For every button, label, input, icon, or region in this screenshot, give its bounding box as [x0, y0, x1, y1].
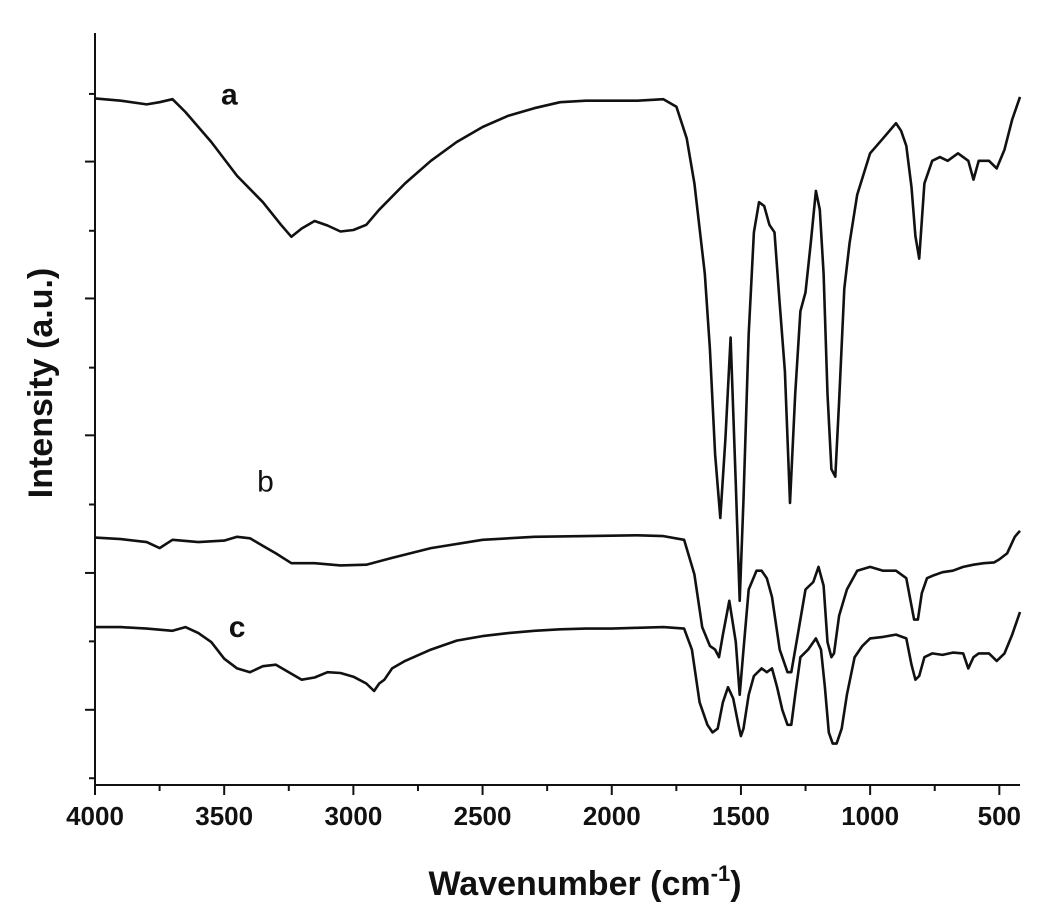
series-line-b — [94, 529, 1021, 697]
x-tick-label: 3000 — [324, 801, 382, 831]
x-tick-label: 500 — [978, 801, 1021, 831]
x-axis-title-main: Wavenumber (cm — [428, 865, 710, 903]
x-axis-title-superscript: -1 — [711, 861, 731, 886]
series-line-a — [94, 96, 1022, 603]
y-axis-title: Intensity (a.u.) — [22, 268, 60, 498]
x-tick-label: 2000 — [583, 801, 641, 831]
x-tick-label: 1000 — [841, 801, 899, 831]
x-axis-title: Wavenumber (cm-1) — [428, 861, 741, 903]
x-tick-label: 4000 — [66, 801, 124, 831]
series-line-c — [95, 611, 1022, 745]
x-axis-title-close: ) — [730, 865, 741, 903]
x-tick-label: 3500 — [195, 801, 253, 831]
x-tick-label: 2500 — [454, 801, 512, 831]
series-label-c: c — [229, 611, 246, 644]
series-label-b: b — [257, 466, 274, 499]
series-label-a: a — [221, 78, 238, 111]
x-tick-label: 1500 — [712, 801, 770, 831]
